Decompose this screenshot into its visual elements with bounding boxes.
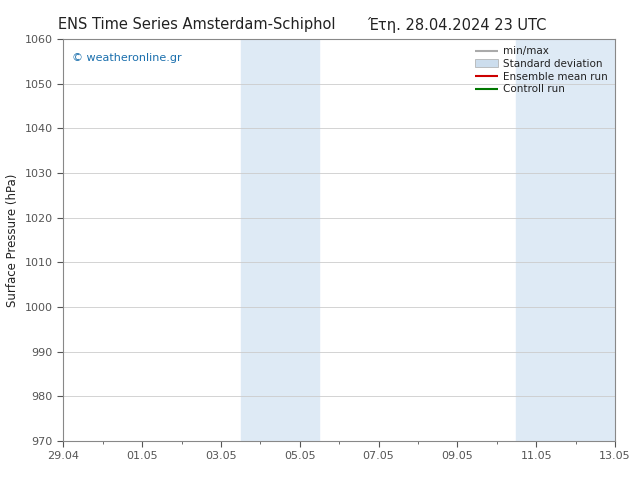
Legend: min/max, Standard deviation, Ensemble mean run, Controll run: min/max, Standard deviation, Ensemble me… bbox=[473, 45, 610, 97]
Bar bbox=[241, 39, 320, 441]
Bar bbox=[517, 39, 615, 441]
Text: Έτη. 28.04.2024 23 UTC: Έτη. 28.04.2024 23 UTC bbox=[367, 17, 546, 33]
Text: ENS Time Series Amsterdam-Schiphol: ENS Time Series Amsterdam-Schiphol bbox=[58, 17, 335, 32]
Text: © weatheronline.gr: © weatheronline.gr bbox=[72, 53, 181, 63]
Y-axis label: Surface Pressure (hPa): Surface Pressure (hPa) bbox=[6, 173, 19, 307]
